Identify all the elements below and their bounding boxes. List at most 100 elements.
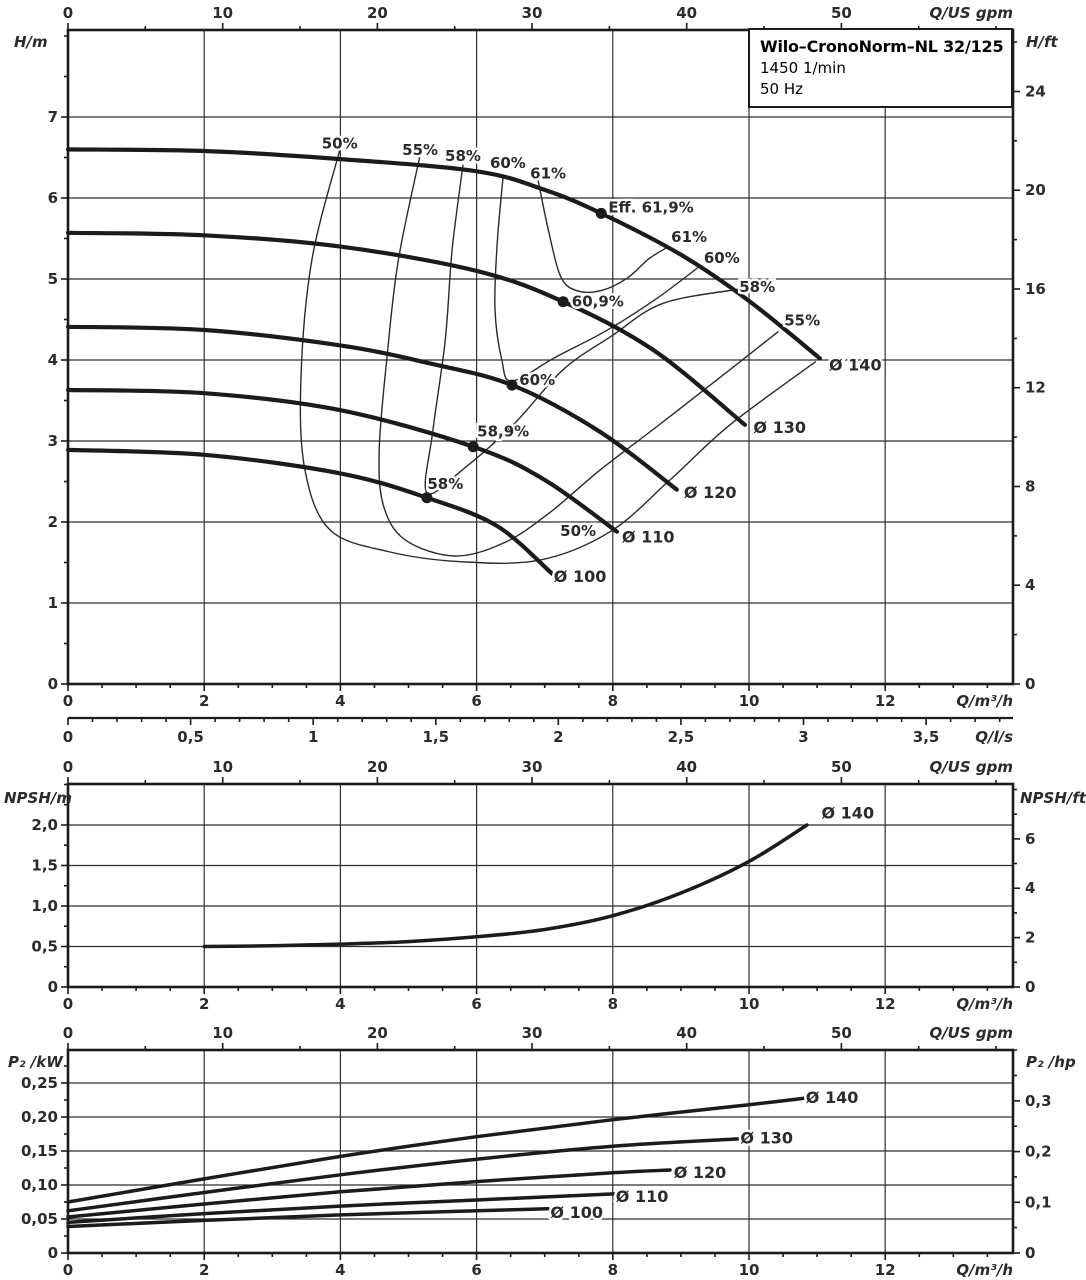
head-bottom-tick-label: 8 xyxy=(608,692,618,710)
pump-model: Wilo–CronoNorm–NL 32/125 xyxy=(760,37,1004,56)
title-box: Wilo–CronoNorm–NL 32/125 1450 1/min 50 H… xyxy=(748,28,1013,108)
head-top-tick-label: 20 xyxy=(367,4,388,22)
npsh-top-tick-label: 30 xyxy=(522,758,543,776)
npsh-axis-title-top: Q/US gpm xyxy=(929,758,1013,776)
power-top-tick-label: 0 xyxy=(63,1024,73,1042)
head-left-tick-label: 5 xyxy=(48,270,58,288)
head-axis-title-top: Q/US gpm xyxy=(929,4,1013,22)
head-right-tick-label: 12 xyxy=(1025,379,1046,397)
head-axis-title-right: H/ft xyxy=(1026,33,1059,51)
power-curve-110 xyxy=(66,1192,619,1225)
head-top-tick-label: 10 xyxy=(212,4,233,22)
power-left-tick-label: 0,15 xyxy=(21,1142,58,1160)
npsh-top-tick-label: 10 xyxy=(212,758,233,776)
power-right-tick-label: 0,2 xyxy=(1025,1143,1052,1161)
head-efficiency-contour-50 xyxy=(299,150,817,564)
head-label-100: Ø 100 xyxy=(554,567,607,586)
head-left-tick-label: 6 xyxy=(48,189,58,207)
power-top-tick-label: 10 xyxy=(212,1024,233,1042)
power-bottom-tick-label: 4 xyxy=(335,1261,345,1279)
head-curve-140 xyxy=(65,147,822,361)
head-best-efficiency-dot-58 xyxy=(421,492,433,504)
head-label-58: 58% xyxy=(445,147,481,165)
npsh-bottom-tick-label: 8 xyxy=(608,995,618,1013)
npsh-left-tick-label: 2,0 xyxy=(31,816,58,834)
head-curve-130 xyxy=(65,230,747,427)
power-label-140: Ø 140 xyxy=(806,1088,859,1107)
npsh-right-tick-label: 6 xyxy=(1025,830,1035,848)
head-top-tick-label: 30 xyxy=(522,4,543,22)
npsh-right-tick-label: 0 xyxy=(1025,978,1035,996)
head-left-tick-label: 0 xyxy=(48,675,58,693)
power-top-tick-label: 30 xyxy=(522,1024,543,1042)
head-label-50: 50% xyxy=(322,135,358,153)
head-top-tick-label: 0 xyxy=(63,4,73,22)
npsh-left-tick-label: 0,5 xyxy=(31,938,58,956)
power-top-tick-label: 20 xyxy=(367,1024,388,1042)
head-label-55: 55% xyxy=(784,311,820,329)
head-label-58: 58% xyxy=(739,278,775,296)
power-right-tick-label: 0,3 xyxy=(1025,1092,1052,1110)
head-ls-tick-label: 0,5 xyxy=(177,728,204,746)
power-axis-title-right: P₂ /hp xyxy=(1026,1053,1076,1071)
head-efficiency-contour-58 xyxy=(424,164,743,495)
npsh-top-tick-label: 20 xyxy=(367,758,388,776)
npsh-left-tick-label: 1,0 xyxy=(31,897,58,915)
head-curve-110 xyxy=(65,387,619,534)
head-top-tick-label: 40 xyxy=(676,4,697,22)
head-bottom-tick-label: 0 xyxy=(63,692,73,710)
power-bottom-tick-label: 12 xyxy=(875,1261,896,1279)
power-top-tick-label: 50 xyxy=(831,1024,852,1042)
head-ls-tick-label: 1 xyxy=(308,728,318,746)
npsh-bottom-tick-label: 6 xyxy=(471,995,481,1013)
power-right-tick-label: 0 xyxy=(1025,1244,1035,1262)
head-axis-title-left: H/m xyxy=(14,33,48,51)
power-bottom-tick-label: 8 xyxy=(608,1261,618,1279)
power-bottom-tick-label: 0 xyxy=(63,1261,73,1279)
head-label-110: Ø 110 xyxy=(622,527,675,546)
power-axis-title-top: Q/US gpm xyxy=(929,1024,1013,1042)
head-bottom-tick-label: 10 xyxy=(739,692,760,710)
npsh-bottom-tick-label: 4 xyxy=(335,995,345,1013)
head-left-tick-label: 3 xyxy=(48,432,58,450)
head-left-tick-label: 2 xyxy=(48,513,58,531)
head-ls-tick-label: 3 xyxy=(798,728,808,746)
head-right-tick-label: 24 xyxy=(1025,83,1046,101)
power-top-tick-label: 40 xyxy=(676,1024,697,1042)
head-bottom-tick-label: 12 xyxy=(875,692,896,710)
power-curve-130 xyxy=(66,1136,742,1213)
head-curve-100 xyxy=(65,447,555,576)
power-left-tick-label: 0,20 xyxy=(21,1108,58,1126)
power-left-tick-label: 0,10 xyxy=(21,1176,58,1194)
npsh-right-tick-label: 4 xyxy=(1025,879,1035,897)
pump-frequency: 50 Hz xyxy=(760,80,804,98)
head-plot-border xyxy=(66,28,1015,686)
head-bottom-tick-label: 6 xyxy=(471,692,481,710)
head-label-140: Ø 140 xyxy=(829,356,882,375)
power-label-100: Ø 100 xyxy=(550,1203,603,1222)
head-label-50: 50% xyxy=(560,522,596,540)
head-label-130: Ø 130 xyxy=(753,418,806,437)
npsh-axis-title-bottom: Q/m³/h xyxy=(956,995,1013,1013)
head-bottom-tick-label: 4 xyxy=(335,692,345,710)
head-curve-120 xyxy=(65,324,679,492)
head-ls-tick-label: 3,5 xyxy=(913,728,940,746)
power-bottom-tick-label: 10 xyxy=(739,1261,760,1279)
head-label-eff-61-9: Eff. 61,9% xyxy=(608,199,693,217)
npsh-top-tick-label: 0 xyxy=(63,758,73,776)
head-label-61: 61% xyxy=(671,228,707,246)
power-label-130: Ø 130 xyxy=(740,1129,793,1148)
power-label-120: Ø 120 xyxy=(674,1163,727,1182)
power-left-tick-label: 0,05 xyxy=(21,1210,58,1228)
power-bottom-tick-label: 6 xyxy=(471,1261,481,1279)
head-ls-tick-label: 1,5 xyxy=(423,728,450,746)
head-label-55: 55% xyxy=(402,141,438,159)
head-label-58: 58% xyxy=(427,475,463,493)
head-label-60: 60% xyxy=(519,371,555,389)
npsh-top-tick-label: 40 xyxy=(676,758,697,776)
head-label-60: 60% xyxy=(704,249,740,267)
npsh-bottom-tick-label: 12 xyxy=(875,995,896,1013)
head-best-efficiency-dot-58-9 xyxy=(467,441,479,453)
head-right-tick-label: 20 xyxy=(1025,181,1046,199)
